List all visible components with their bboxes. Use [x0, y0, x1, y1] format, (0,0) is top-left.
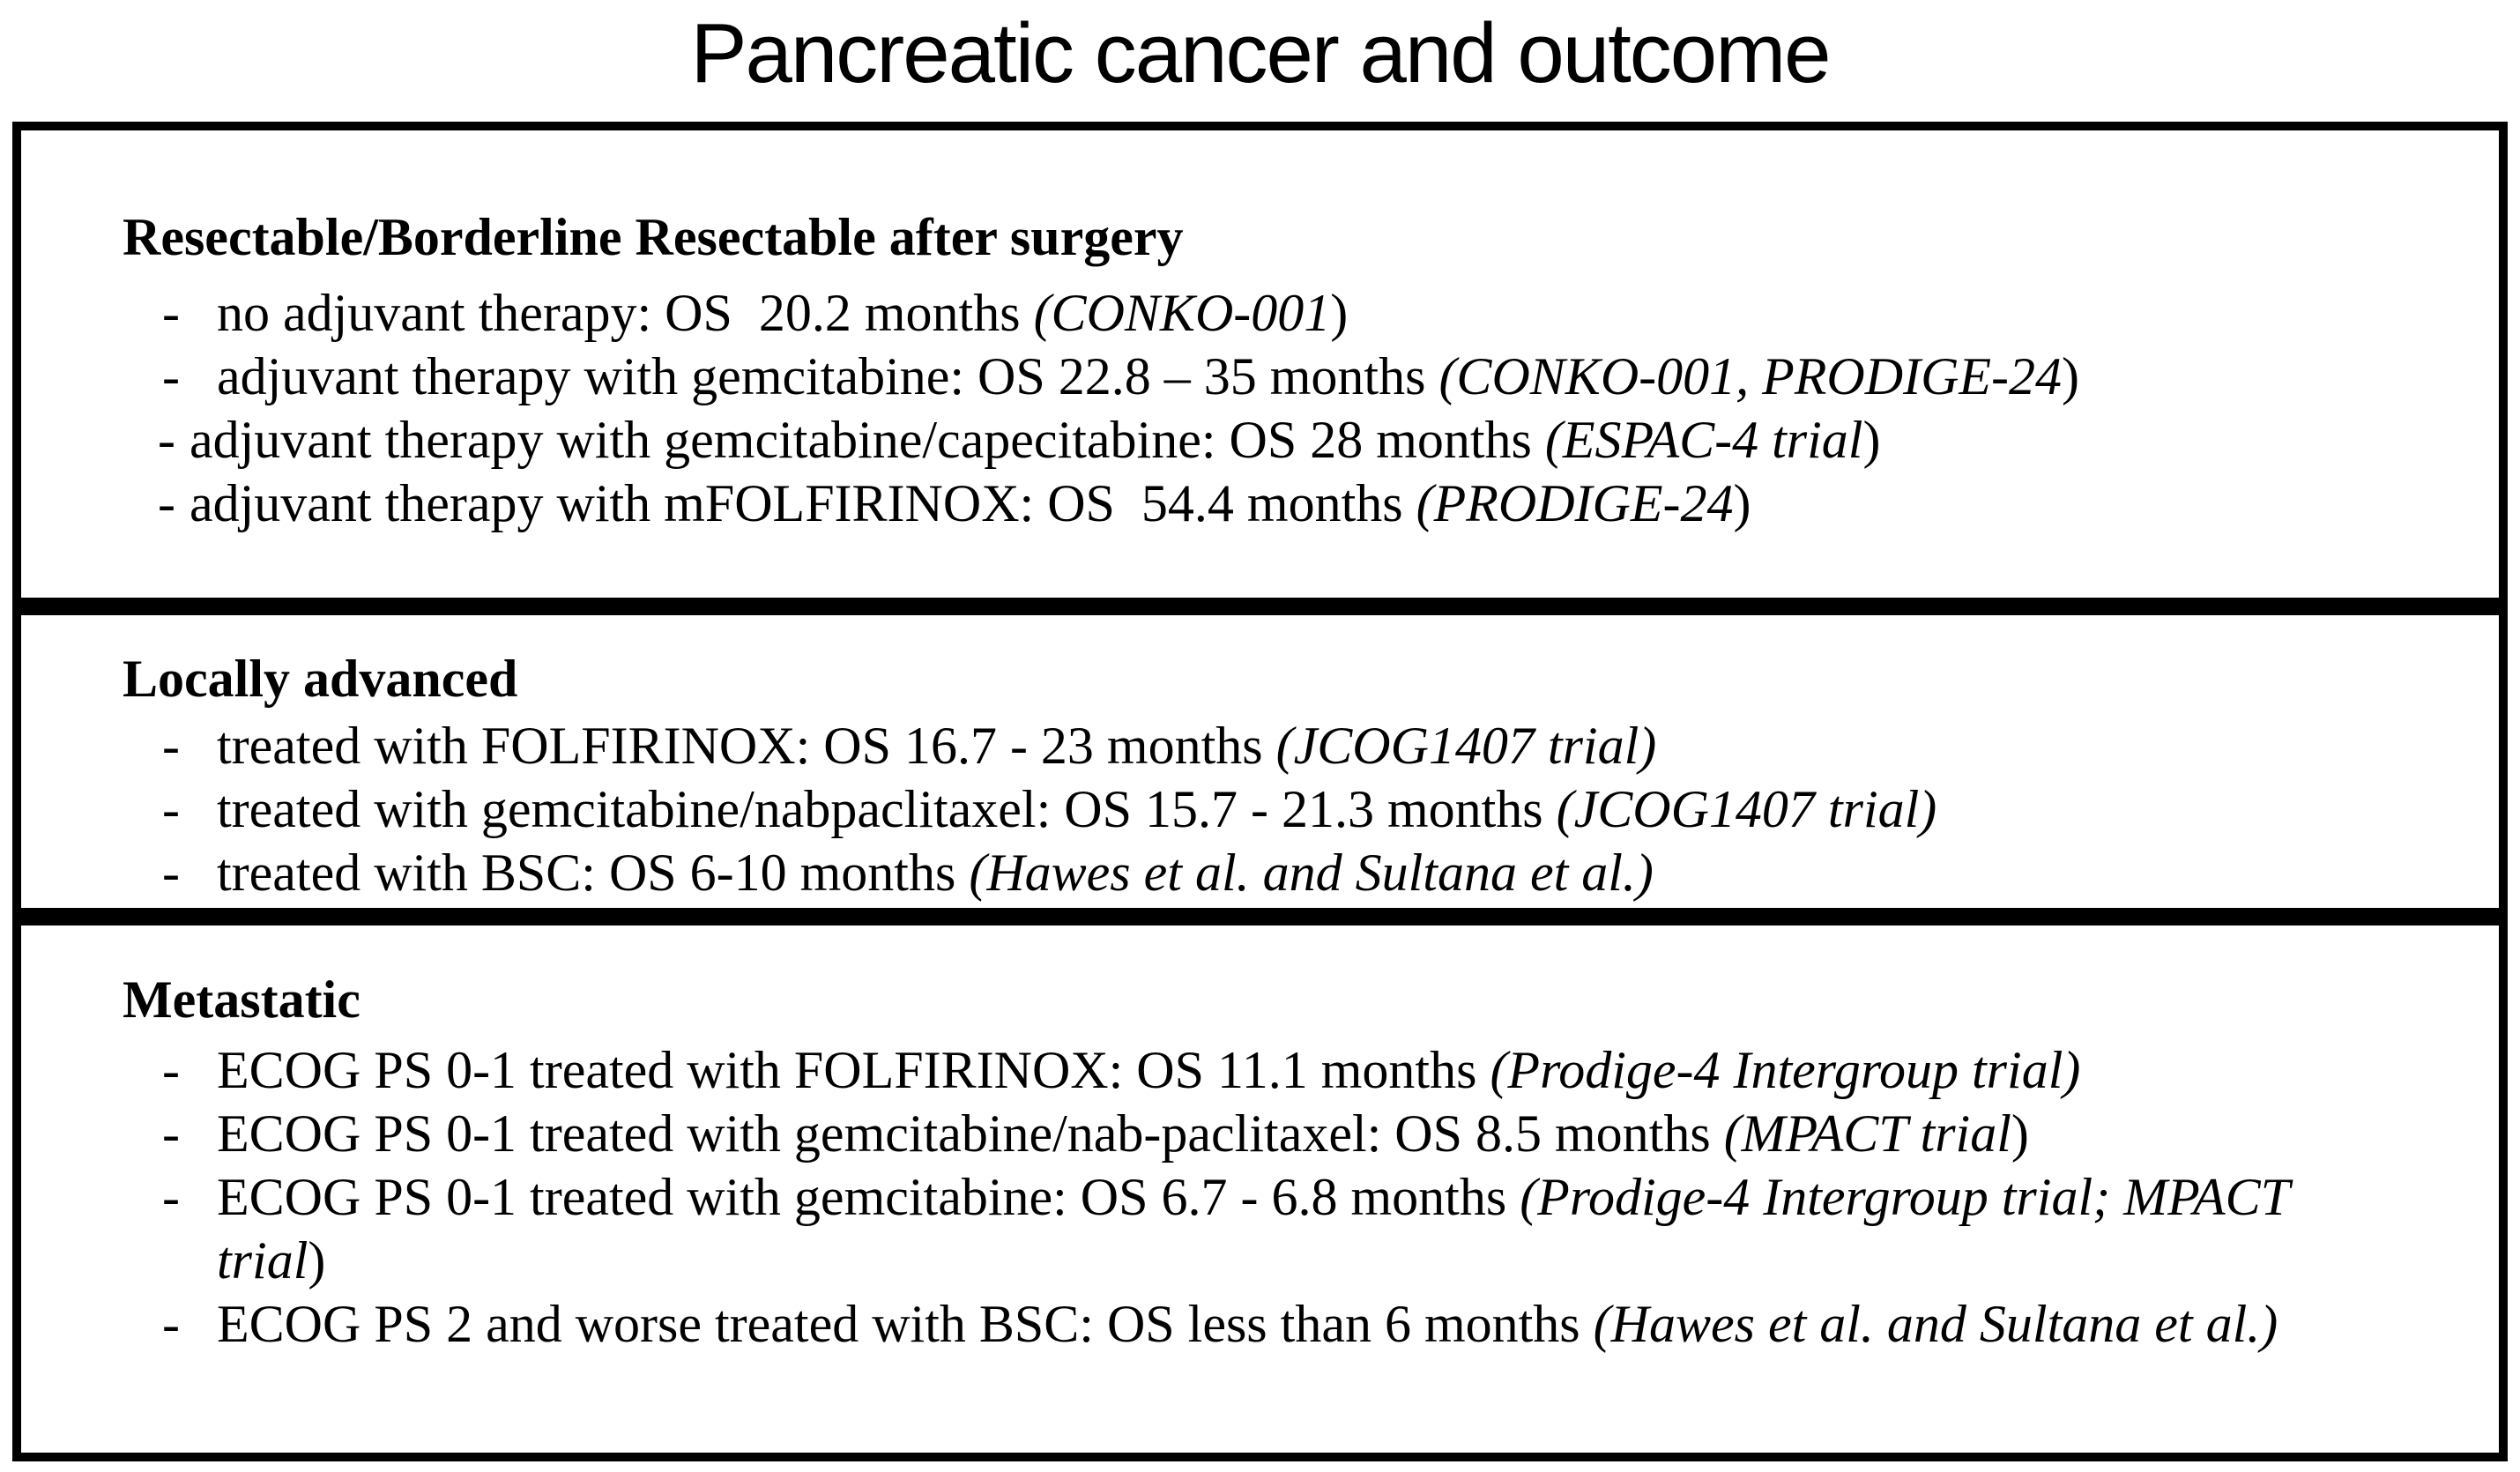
bullet-dash-icon: -: [158, 411, 175, 469]
bullet-dash-icon: -: [162, 844, 180, 902]
bullet-dash-icon: -: [158, 474, 175, 532]
bullet-dash-icon: -: [162, 780, 180, 838]
item-text: ECOG PS 0-1 treated with gemcitabine/nab…: [217, 1104, 2029, 1163]
item-text: treated with gemcitabine/nabpaclitaxel: …: [217, 780, 1937, 838]
box-locally-advanced-heading: Locally advanced: [123, 650, 518, 708]
list-item: - treated with gemcitabine/nabpaclitaxel:…: [162, 777, 2472, 841]
box-locally-advanced-items: - treated with FOLFIRINOX: OS 16.7 - 23 m…: [123, 714, 2472, 904]
bullet-dash-icon: -: [162, 1168, 180, 1226]
list-item: - adjuvant therapy with gemcitabine/capec…: [158, 408, 2472, 472]
item-text: adjuvant therapy with gemcitabine/capeci…: [189, 411, 1881, 469]
item-text: treated with BSC: OS 6-10 months (Hawes …: [217, 844, 1654, 902]
box-resectable-items: - no adjuvant therapy: OS 20.2 months (CO…: [123, 281, 2472, 535]
list-item: - treated with BSC: OS 6-10 months (Hawes…: [162, 841, 2472, 904]
item-text: ECOG PS 0-1 treated with gemcitabine: OS…: [217, 1168, 2291, 1290]
bullet-dash-icon: -: [162, 1104, 180, 1163]
box-metastatic: Metastatic - ECOG PS 0-1 treated with FOL…: [12, 917, 2508, 1461]
list-item: - ECOG PS 0-1 treated with gemcitabine: O…: [162, 1165, 2472, 1292]
box-metastatic-heading: Metastatic: [123, 970, 361, 1029]
list-item: - treated with FOLFIRINOX: OS 16.7 - 23 m…: [162, 714, 2472, 777]
list-item: - no adjuvant therapy: OS 20.2 months (CO…: [162, 281, 2472, 345]
item-text: adjuvant therapy with gemcitabine: OS 22…: [217, 347, 2080, 405]
bullet-dash-icon: -: [162, 347, 180, 405]
bullet-dash-icon: -: [162, 284, 180, 342]
list-item: - ECOG PS 2 and worse treated with BSC: O…: [162, 1292, 2472, 1356]
box-resectable-heading: Resectable/Borderline Resectable after s…: [123, 208, 1184, 266]
box-resectable: Resectable/Borderline Resectable after s…: [12, 122, 2508, 606]
box-locally-advanced: Locally advanced - treated with FOLFIRINO…: [12, 606, 2508, 917]
list-item: - ECOG PS 0-1 treated with gemcitabine/na…: [162, 1102, 2472, 1165]
list-item: - ECOG PS 0-1 treated with FOLFIRINOX: OS…: [162, 1038, 2472, 1102]
list-item: - adjuvant therapy with mFOLFIRINOX: OS 5…: [158, 472, 2472, 535]
item-text: no adjuvant therapy: OS 20.2 months (CON…: [217, 284, 1349, 342]
item-text: ECOG PS 2 and worse treated with BSC: OS…: [217, 1295, 2278, 1353]
item-text: adjuvant therapy with mFOLFIRINOX: OS 54…: [189, 474, 1751, 532]
list-item: - adjuvant therapy with gemcitabine: OS 2…: [162, 345, 2472, 408]
bullet-dash-icon: -: [162, 1295, 180, 1353]
bullet-dash-icon: -: [162, 1041, 180, 1099]
box-metastatic-items: - ECOG PS 0-1 treated with FOLFIRINOX: OS…: [123, 1038, 2472, 1356]
figure-title: Pancreatic cancer and outcome: [690, 6, 1831, 100]
item-text: treated with FOLFIRINOX: OS 16.7 - 23 mo…: [217, 717, 1657, 775]
bullet-dash-icon: -: [162, 717, 180, 775]
item-text: ECOG PS 0-1 treated with FOLFIRINOX: OS …: [217, 1041, 2081, 1099]
